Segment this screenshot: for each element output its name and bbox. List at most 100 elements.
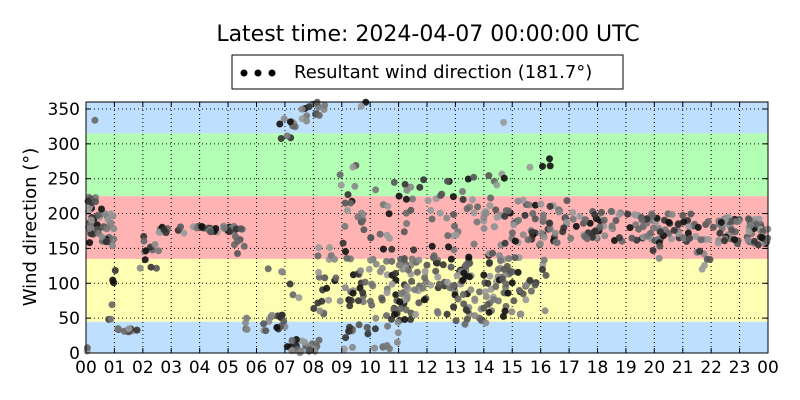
data-point	[502, 280, 510, 288]
data-point	[288, 347, 296, 355]
data-point	[733, 218, 741, 225]
data-point	[459, 188, 466, 195]
data-point	[243, 326, 251, 333]
data-point	[486, 272, 494, 280]
data-point	[212, 225, 220, 232]
data-point	[546, 202, 554, 210]
data-point	[697, 236, 705, 244]
data-point	[395, 261, 403, 269]
data-point	[716, 229, 724, 237]
data-point	[492, 283, 500, 291]
data-point	[107, 315, 115, 323]
data-point	[393, 338, 401, 346]
x-axis: 00 01 02 03 04 05 06 07 08 09 10 11 12 13 14 15 16 17 18 19…	[75, 102, 779, 378]
y-tick-label: 0	[69, 344, 80, 364]
data-point	[332, 274, 340, 282]
data-point	[107, 219, 115, 227]
data-point	[526, 163, 534, 171]
data-point	[454, 295, 462, 303]
x-tick-label: 23	[729, 358, 751, 378]
data-point	[314, 252, 322, 260]
data-point	[421, 274, 429, 281]
data-point	[420, 296, 428, 304]
data-point	[303, 117, 311, 125]
data-point	[546, 155, 553, 163]
data-point	[341, 199, 349, 207]
data-point	[86, 225, 93, 233]
data-point	[465, 253, 473, 261]
data-point	[674, 221, 682, 229]
data-point	[684, 229, 692, 237]
data-point	[628, 234, 636, 242]
data-point	[470, 173, 478, 181]
data-point	[394, 318, 402, 326]
data-point	[295, 294, 303, 302]
data-point	[234, 250, 241, 257]
data-point	[508, 308, 516, 316]
data-point	[372, 260, 380, 268]
data-point	[325, 296, 333, 304]
x-tick-label: 03	[160, 358, 182, 378]
data-point	[485, 172, 493, 180]
data-point	[421, 268, 429, 275]
data-point	[486, 202, 494, 210]
data-point	[268, 311, 276, 319]
data-point	[747, 222, 754, 229]
data-point	[397, 290, 405, 298]
data-point	[392, 269, 399, 277]
data-point	[108, 301, 116, 309]
data-point	[505, 255, 513, 262]
data-point	[315, 336, 323, 344]
data-point	[569, 215, 577, 223]
data-point	[291, 123, 299, 131]
data-point	[685, 223, 693, 231]
data-point	[515, 216, 523, 224]
data-point	[318, 297, 326, 305]
data-point	[484, 279, 492, 287]
data-point	[315, 244, 323, 252]
data-point	[508, 279, 516, 287]
data-point	[278, 311, 286, 319]
x-tick-label: 05	[217, 358, 239, 378]
data-point	[286, 280, 294, 288]
data-point	[709, 223, 717, 231]
data-point	[680, 218, 688, 226]
data-point	[537, 200, 545, 208]
data-point	[383, 312, 390, 320]
data-point	[437, 192, 445, 199]
data-point	[501, 239, 509, 247]
data-point	[347, 199, 354, 207]
data-point	[452, 231, 460, 239]
data-point	[364, 330, 372, 338]
data-point	[346, 302, 354, 310]
data-point	[226, 228, 233, 236]
data-point	[142, 247, 150, 255]
data-point	[397, 305, 405, 313]
data-point	[385, 210, 393, 218]
data-point	[111, 267, 119, 274]
legend-marker-1	[240, 69, 248, 77]
data-point	[491, 223, 499, 231]
data-point	[463, 205, 471, 213]
data-point	[409, 195, 416, 203]
data-point	[133, 326, 141, 334]
data-point	[591, 211, 599, 219]
data-point	[447, 255, 455, 263]
data-point	[110, 279, 118, 287]
data-point	[388, 280, 396, 288]
data-point	[687, 210, 695, 218]
data-point	[86, 239, 94, 247]
data-point	[376, 230, 384, 238]
data-point	[745, 228, 753, 236]
data-point	[305, 103, 313, 111]
data-point	[494, 297, 502, 305]
data-point	[665, 218, 673, 226]
data-point	[744, 236, 752, 244]
data-point	[504, 207, 512, 215]
data-point	[430, 252, 438, 260]
x-tick-label: 16	[530, 358, 552, 378]
data-point	[461, 320, 469, 328]
data-point	[301, 338, 309, 346]
data-point	[220, 224, 228, 232]
data-point	[552, 238, 560, 246]
